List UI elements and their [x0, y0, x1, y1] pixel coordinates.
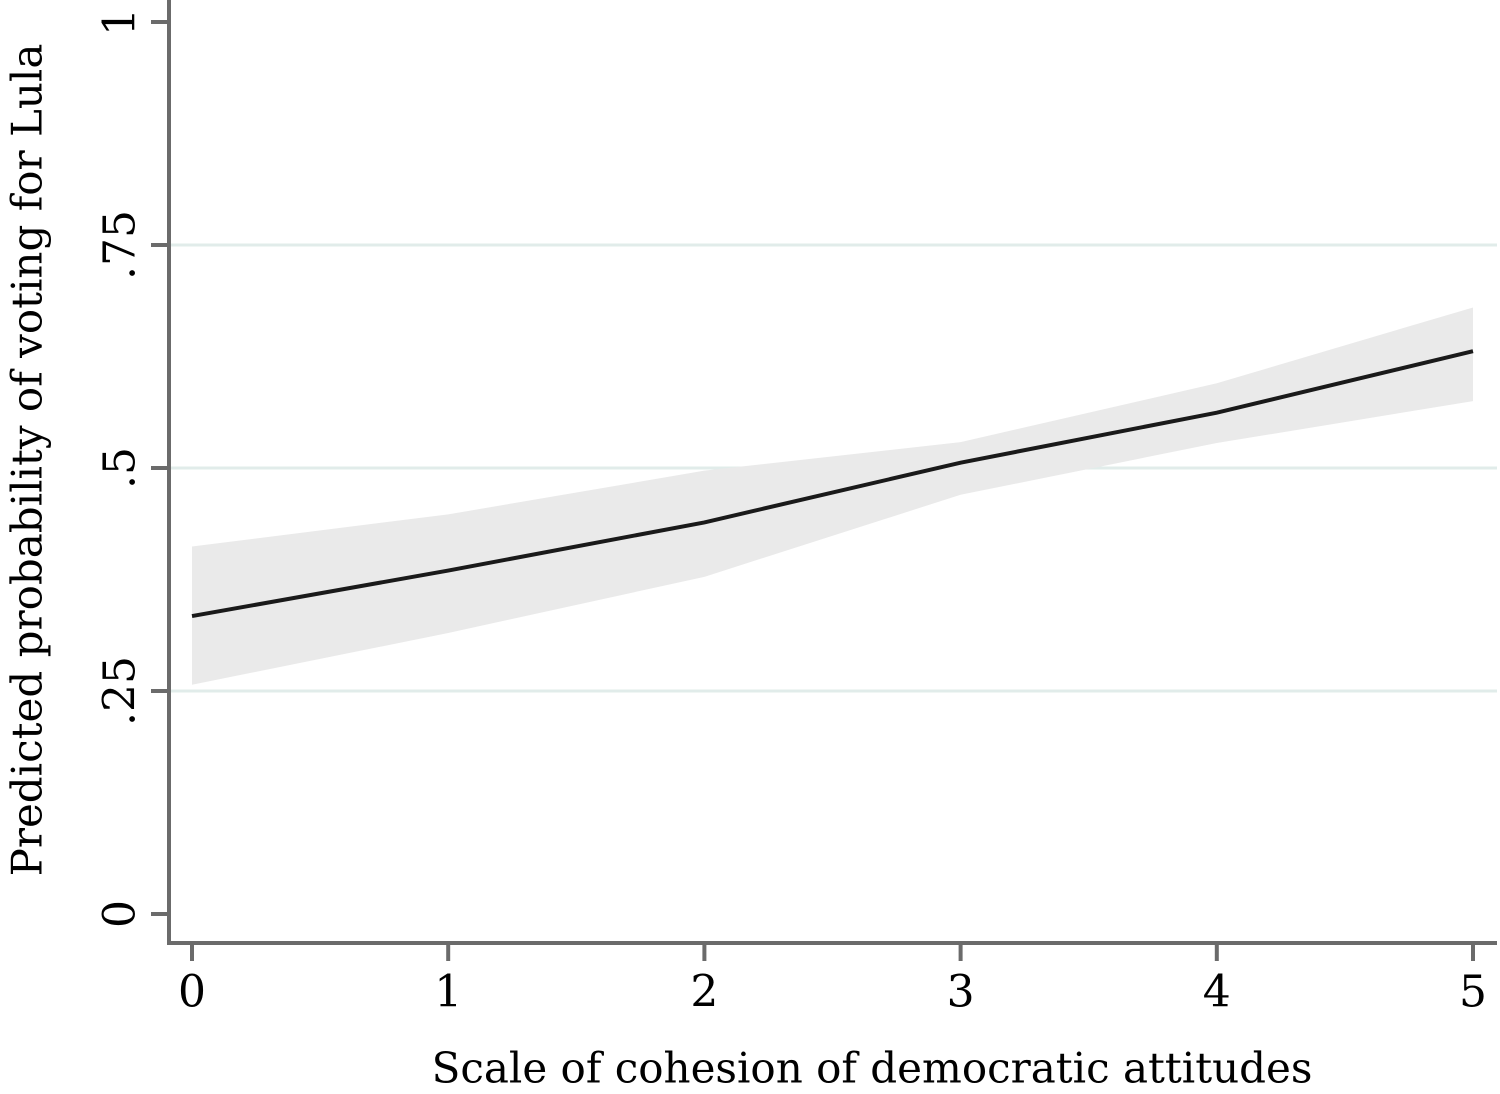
fit-line: [191, 349, 1474, 619]
y-axis-title: Predicted probability of voting for Lula: [3, 44, 52, 877]
y-tick-label: .75: [95, 210, 146, 280]
fit-line-layer: [191, 349, 1474, 619]
x-tick-label: 0: [178, 967, 206, 1018]
x-tick-label: 1: [434, 967, 462, 1018]
x-tick-label: 2: [690, 967, 718, 1018]
x-tick-label: 5: [1459, 967, 1487, 1018]
ticks-layer: 0 .25 .5 .75 1 0 1 2 3 4 5: [95, 8, 1488, 1018]
y-tick-label: .5: [95, 447, 146, 489]
x-tick-label: 3: [947, 967, 975, 1018]
x-tick-label: 4: [1203, 967, 1231, 1018]
y-tick-label: .25: [95, 656, 146, 726]
confidence-band: [192, 307, 1473, 685]
y-tick-label: 1: [95, 8, 146, 36]
x-axis-title: Scale of cohesion of democratic attitude…: [432, 1044, 1313, 1093]
y-tick-label: 0: [95, 900, 146, 928]
axes-layer: [167, 0, 1497, 945]
confidence-band-layer: [192, 307, 1473, 685]
